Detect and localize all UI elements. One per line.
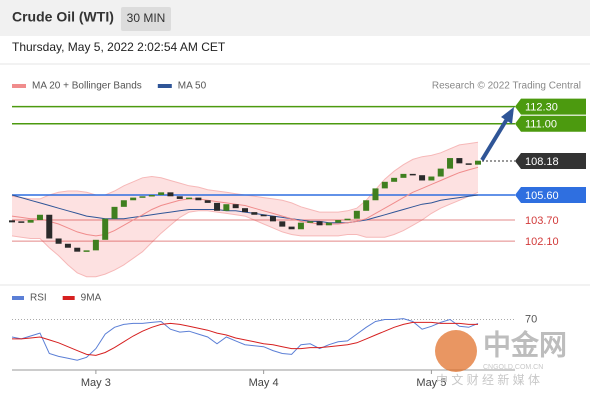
candle bbox=[139, 196, 146, 198]
interval[interactable]: 30 MIN bbox=[127, 11, 166, 25]
candle bbox=[176, 196, 183, 199]
candle bbox=[391, 177, 398, 182]
candle bbox=[195, 197, 202, 201]
legend-label: 9MA bbox=[81, 293, 102, 304]
candle bbox=[363, 200, 370, 211]
candle bbox=[64, 243, 71, 248]
moving-average bbox=[11, 166, 479, 237]
candle bbox=[223, 204, 230, 211]
arrow-head bbox=[501, 107, 514, 124]
candle bbox=[447, 158, 454, 169]
watermark-name: 中金网 bbox=[483, 328, 567, 360]
level-box bbox=[515, 115, 586, 132]
candle bbox=[27, 220, 34, 223]
candle bbox=[242, 208, 248, 213]
y-tick-label: 70 bbox=[525, 313, 537, 325]
candle bbox=[400, 173, 407, 178]
candle bbox=[36, 214, 43, 221]
watermark-domain: CNGOLD.COM.CN bbox=[483, 364, 543, 371]
candle bbox=[381, 181, 388, 189]
candle bbox=[335, 220, 342, 223]
interval-button[interactable] bbox=[121, 7, 171, 31]
candle bbox=[167, 192, 174, 197]
candle bbox=[158, 192, 165, 195]
candle bbox=[232, 204, 239, 209]
level-label: 103.70 bbox=[525, 215, 559, 227]
candle bbox=[204, 200, 211, 203]
watermark-slogan: 中 文 财 经 新 媒 体 bbox=[436, 372, 540, 387]
candle bbox=[260, 214, 267, 217]
candle bbox=[251, 212, 258, 215]
watermark: 中金网 CNGOLD.COM.CN 中 文 财 经 新 媒 体 bbox=[435, 328, 567, 387]
candle bbox=[428, 176, 435, 181]
candle bbox=[18, 221, 25, 223]
candle bbox=[344, 218, 351, 221]
candle bbox=[456, 158, 463, 164]
level-label: 111.00 bbox=[525, 119, 557, 131]
legend-swatch bbox=[12, 84, 26, 88]
candle bbox=[269, 216, 276, 222]
legend-swatch bbox=[62, 296, 75, 300]
level-box bbox=[515, 152, 586, 169]
candle bbox=[102, 218, 109, 240]
forecast-arrow bbox=[480, 117, 509, 162]
level-label: 102.10 bbox=[525, 236, 559, 248]
title: Crude Oil (WTI) bbox=[12, 9, 114, 25]
candle bbox=[9, 220, 15, 223]
legend-label: MA 50 bbox=[178, 81, 207, 92]
legend-label: MA 20 + Bollinger Bands bbox=[32, 81, 142, 92]
candle bbox=[288, 226, 295, 230]
candle bbox=[214, 202, 221, 211]
candle bbox=[120, 200, 127, 207]
candle bbox=[111, 206, 118, 219]
candle bbox=[130, 197, 137, 201]
candle bbox=[419, 175, 426, 181]
candle bbox=[46, 214, 53, 239]
level-label: 108.18 bbox=[525, 156, 559, 168]
credit: Research © 2022 Trading Central bbox=[432, 81, 581, 92]
level-label: 112.30 bbox=[525, 102, 558, 114]
candle bbox=[316, 221, 323, 226]
candle bbox=[279, 221, 286, 227]
level-box bbox=[515, 186, 586, 203]
watermark-logo bbox=[435, 330, 477, 372]
legend-label: RSI bbox=[30, 293, 47, 304]
candle bbox=[55, 238, 62, 244]
candle bbox=[186, 197, 193, 200]
x-tick-label: May 5 bbox=[416, 377, 446, 389]
candle bbox=[297, 222, 304, 230]
header-bar bbox=[0, 0, 590, 36]
candle bbox=[465, 163, 472, 165]
candle bbox=[437, 168, 444, 177]
candle bbox=[307, 221, 314, 223]
legend-swatch bbox=[12, 296, 24, 300]
indicator-line bbox=[12, 321, 478, 356]
candle bbox=[148, 194, 155, 197]
x-tick-label: May 4 bbox=[249, 377, 279, 389]
candle bbox=[92, 239, 99, 251]
candle bbox=[353, 210, 360, 219]
candle bbox=[74, 247, 81, 252]
candle bbox=[325, 222, 332, 226]
band-lower bbox=[11, 191, 479, 278]
level-label: 105.60 bbox=[525, 190, 559, 202]
x-tick-label: May 3 bbox=[81, 377, 111, 389]
candle bbox=[409, 173, 416, 176]
candle bbox=[372, 188, 379, 201]
timestamp: Thursday, May 5, 2022 2:02:54 AM CET bbox=[12, 40, 226, 54]
legend-swatch bbox=[157, 84, 172, 88]
candle bbox=[475, 160, 481, 165]
candle bbox=[83, 250, 90, 252]
level-box bbox=[515, 98, 586, 115]
